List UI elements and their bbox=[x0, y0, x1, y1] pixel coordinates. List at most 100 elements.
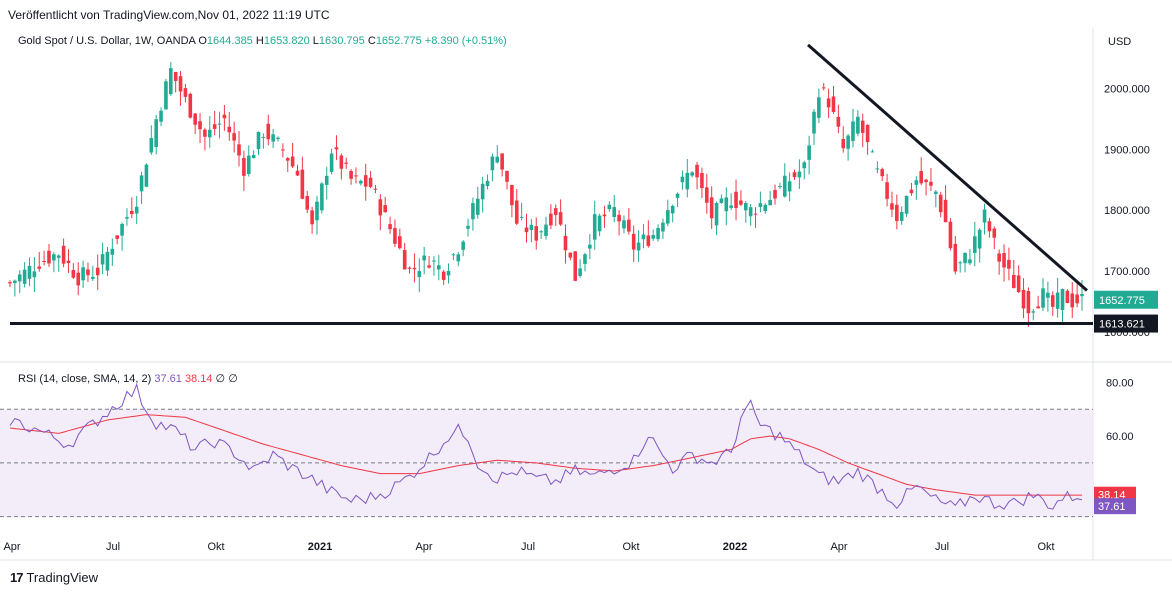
candle-body bbox=[797, 171, 802, 178]
time-tick-label: Jul bbox=[521, 541, 535, 553]
candle-body bbox=[378, 199, 383, 216]
candle-body bbox=[61, 245, 66, 264]
tradingview-logo[interactable]: 17 bbox=[10, 570, 24, 585]
candle-body bbox=[705, 187, 709, 203]
candle-body bbox=[982, 209, 987, 223]
time-tick-label: Apr bbox=[415, 541, 432, 553]
candle-body bbox=[344, 162, 349, 164]
candle-body bbox=[110, 248, 115, 255]
candle-body bbox=[456, 254, 461, 262]
symbol-title[interactable]: Gold Spot / U.S. Dollar, 1W, OANDA bbox=[18, 35, 196, 47]
candle-body bbox=[363, 175, 368, 187]
candle-body bbox=[169, 68, 173, 95]
candle-body bbox=[480, 183, 485, 200]
candle-body bbox=[81, 267, 85, 281]
candle-body bbox=[242, 157, 246, 176]
low-label: L bbox=[312, 35, 319, 47]
time-tick-label: Jul bbox=[935, 541, 949, 553]
time-tick-label: 2021 bbox=[308, 541, 332, 553]
price-tick-label: 2000.000 bbox=[1104, 84, 1150, 96]
candle-body bbox=[125, 217, 129, 219]
candle-body bbox=[402, 249, 407, 270]
candle-body bbox=[987, 221, 992, 232]
candle-body bbox=[568, 252, 573, 258]
candle-body bbox=[398, 236, 402, 249]
candle-body bbox=[875, 168, 880, 170]
candle-body bbox=[636, 242, 641, 251]
ohlc-legend: Gold Spot / U.S. Dollar, 1W, OANDA O1644… bbox=[18, 35, 507, 47]
candle-body bbox=[661, 222, 665, 232]
candle-body bbox=[685, 172, 690, 190]
candle-body bbox=[451, 254, 456, 256]
candle-body bbox=[856, 116, 860, 134]
candle-body bbox=[958, 262, 962, 264]
candle-body bbox=[1041, 288, 1045, 308]
time-tick-label: Apr bbox=[3, 541, 20, 553]
candle-body bbox=[675, 193, 680, 198]
candle-body bbox=[373, 188, 378, 190]
candle-body bbox=[95, 267, 100, 276]
candle-body bbox=[758, 203, 763, 207]
candle-body bbox=[232, 133, 236, 141]
candle-body bbox=[724, 197, 729, 212]
candle-body bbox=[246, 155, 251, 174]
candle-body bbox=[490, 156, 495, 171]
candle-body bbox=[851, 121, 855, 142]
candle-body bbox=[734, 191, 738, 209]
candle-body bbox=[120, 223, 124, 236]
open-label: O bbox=[198, 35, 207, 47]
candle-body bbox=[383, 205, 387, 213]
candle-body bbox=[188, 93, 193, 118]
candle-body bbox=[17, 274, 22, 282]
candle-body bbox=[641, 234, 646, 240]
candle-body bbox=[100, 254, 105, 265]
candle-body bbox=[607, 204, 612, 210]
candle-body bbox=[276, 137, 280, 140]
candle-body bbox=[1070, 293, 1075, 308]
candle-body bbox=[407, 267, 412, 269]
candle-body bbox=[753, 213, 758, 215]
candle-body bbox=[217, 123, 222, 125]
candle-body bbox=[812, 111, 816, 134]
candle-body bbox=[899, 212, 904, 221]
candle-body bbox=[670, 205, 675, 214]
candle-body bbox=[461, 241, 465, 250]
candle-body bbox=[914, 180, 919, 185]
rsi-value: 37.61 bbox=[154, 373, 182, 385]
rsi-title[interactable]: RSI (14, close, SMA, 14, 2) bbox=[18, 373, 152, 385]
candle-body bbox=[334, 147, 339, 150]
candle-body bbox=[222, 114, 227, 119]
price-tick-label: 1800.000 bbox=[1104, 205, 1150, 217]
candle-body bbox=[997, 253, 1001, 262]
rsi-na-2: ∅ bbox=[228, 373, 238, 385]
candle-body bbox=[266, 123, 271, 140]
low-value: 1630.795 bbox=[318, 35, 365, 47]
candle-body bbox=[164, 81, 168, 110]
candle-body bbox=[768, 199, 772, 206]
tradingview-brand[interactable]: TradingView bbox=[26, 570, 99, 585]
candle-body bbox=[719, 198, 724, 203]
candle-body bbox=[534, 226, 539, 241]
price-tick-label: 1900.000 bbox=[1104, 144, 1150, 156]
candle-body bbox=[47, 250, 51, 264]
currency-label: USD bbox=[1108, 36, 1131, 48]
candle-body bbox=[183, 88, 188, 97]
rsi-tick-label: 60.00 bbox=[1106, 431, 1134, 443]
candle-body bbox=[612, 207, 617, 218]
candle-body bbox=[729, 205, 733, 208]
candle-body bbox=[1002, 253, 1006, 268]
candle-body bbox=[885, 182, 889, 199]
candle-body bbox=[354, 175, 358, 177]
candle-body bbox=[646, 235, 651, 246]
candle-body bbox=[782, 175, 787, 197]
candle-body bbox=[578, 268, 582, 276]
time-tick-label: Apr bbox=[830, 541, 847, 553]
candle-body bbox=[500, 153, 504, 170]
candle-body bbox=[305, 196, 310, 210]
candle-body bbox=[948, 221, 953, 249]
published-header: Veröffentlicht von TradingView.com,Nov 0… bbox=[8, 8, 330, 22]
candle-body bbox=[417, 271, 422, 278]
open-value: 1644.385 bbox=[206, 35, 253, 47]
candle-body bbox=[1036, 306, 1040, 309]
